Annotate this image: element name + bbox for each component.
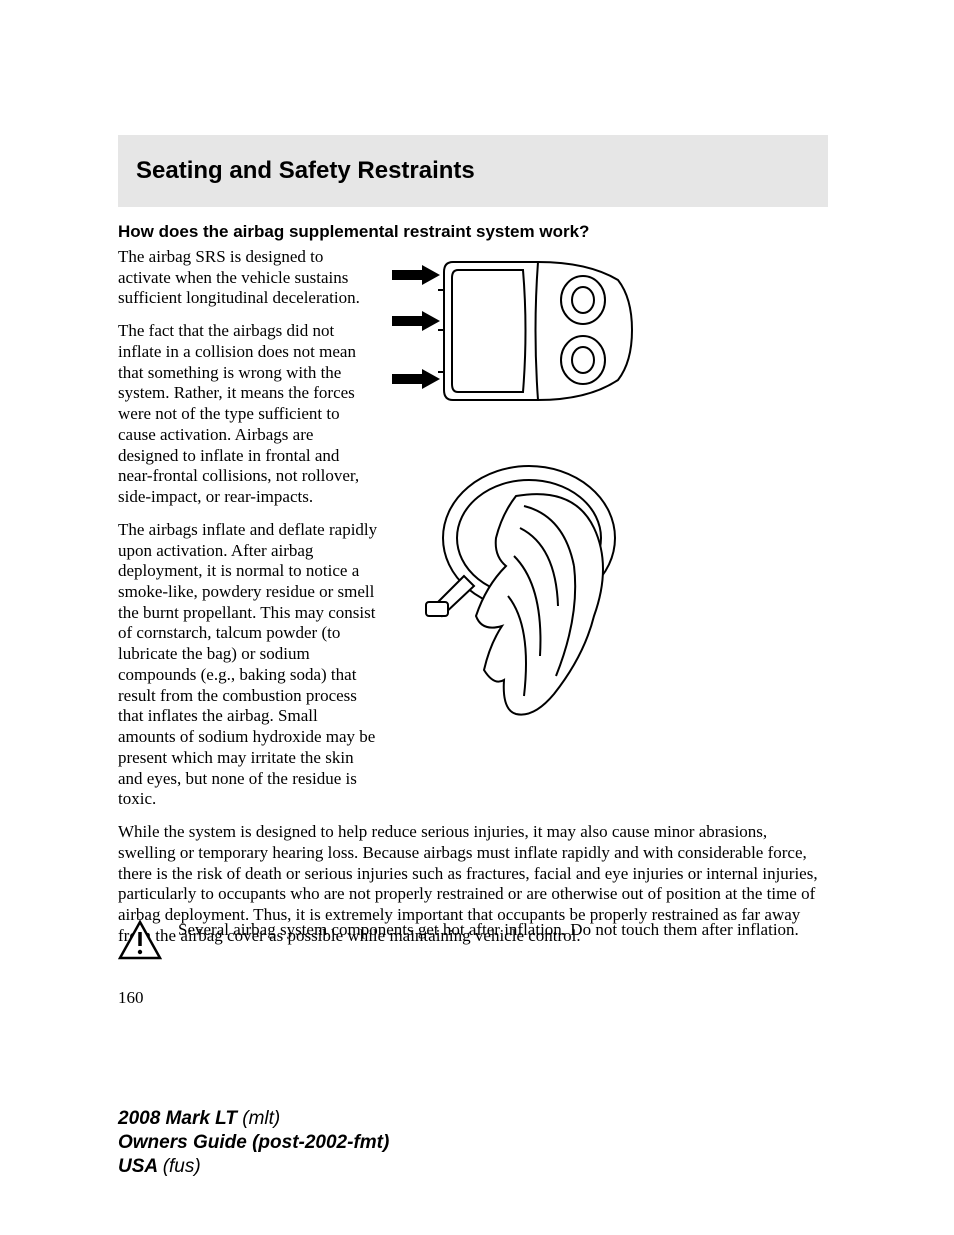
footer-line-1: 2008 Mark LT (mlt) <box>118 1107 389 1131</box>
airbag-deployed-icon <box>424 456 634 722</box>
footer-line-2: Owners Guide (post-2002-fmt) <box>118 1131 389 1155</box>
section-title: Seating and Safety Restraints <box>136 157 475 185</box>
figure-airbag-deployed <box>424 456 634 722</box>
footer-region-code: (fus) <box>163 1156 201 1177</box>
section-header-band: Seating and Safety Restraints <box>118 135 828 207</box>
warning-triangle-icon <box>118 920 162 965</box>
footer-model: 2008 Mark LT <box>118 1108 242 1129</box>
footer-block: 2008 Mark LT (mlt) Owners Guide (post-20… <box>118 1107 389 1178</box>
vehicle-top-view-icon <box>388 250 634 412</box>
page-number: 160 <box>118 988 144 1008</box>
paragraph-2: The fact that the airbags did not inflat… <box>118 321 378 508</box>
page: Seating and Safety Restraints How does t… <box>0 0 954 1235</box>
footer-region: USA <box>118 1156 163 1177</box>
footer-model-code: (mlt) <box>242 1108 280 1129</box>
figure-vehicle-top-view <box>388 250 634 412</box>
footer-line-3: USA (fus) <box>118 1155 389 1179</box>
paragraph-1: The airbag SRS is designed to activate w… <box>118 247 378 309</box>
paragraph-3: The airbags inflate and deflate rapidly … <box>118 520 378 810</box>
subheading: How does the airbag supplemental restrai… <box>118 222 589 242</box>
warning-text: Several airbag system components get hot… <box>178 920 799 941</box>
warning-block: Several airbag system components get hot… <box>118 920 828 965</box>
